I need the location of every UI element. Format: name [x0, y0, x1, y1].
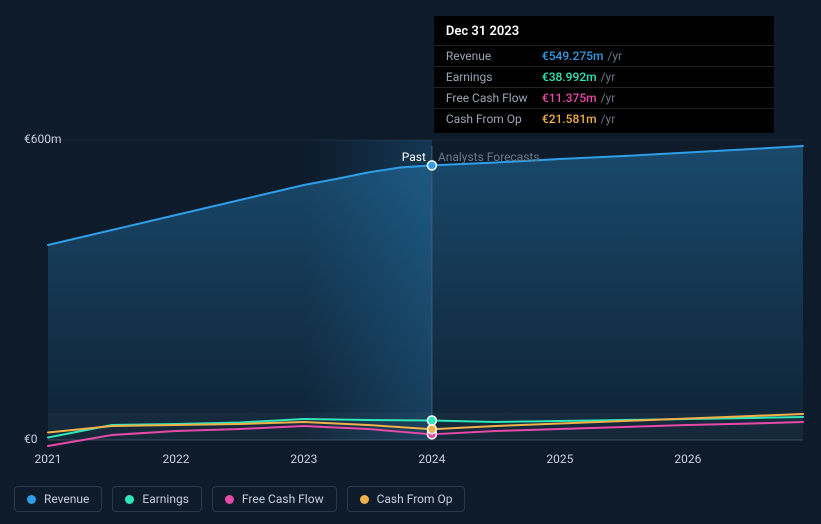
tooltip-row: Earnings€38.992m/yr [434, 66, 774, 87]
tooltip-label: Cash From Op [446, 112, 542, 126]
hover-tooltip: Dec 31 2023 Revenue€549.275m/yrEarnings€… [434, 16, 774, 133]
legend-item-free-cash-flow[interactable]: Free Cash Flow [212, 486, 337, 512]
legend-label: Cash From Op [377, 492, 453, 506]
legend-item-revenue[interactable]: Revenue [14, 486, 102, 512]
x-axis-label: 2023 [290, 452, 317, 466]
legend-dot-icon [125, 495, 134, 504]
tooltip-row: Cash From Op€21.581m/yr [434, 108, 774, 129]
tooltip-unit: /yr [601, 112, 616, 126]
x-axis-label: 2021 [35, 452, 62, 466]
tooltip-label: Free Cash Flow [446, 91, 542, 105]
legend-label: Earnings [142, 492, 189, 506]
tooltip-unit: /yr [601, 91, 616, 105]
legend-item-earnings[interactable]: Earnings [112, 486, 202, 512]
y-axis-label: €0 [24, 432, 38, 446]
future-label: Analysts Forecasts [438, 150, 540, 164]
tooltip-row: Revenue€549.275m/yr [434, 45, 774, 66]
legend-label: Free Cash Flow [242, 492, 324, 506]
financial-chart: Dec 31 2023 Revenue€549.275m/yrEarnings€… [0, 0, 821, 524]
tooltip-unit: /yr [601, 70, 616, 84]
tooltip-unit: /yr [607, 49, 622, 63]
tooltip-value: €549.275m [542, 49, 604, 63]
legend: Revenue Earnings Free Cash Flow Cash From O… [14, 486, 465, 512]
tooltip-row: Free Cash Flow€11.375m/yr [434, 87, 774, 108]
legend-dot-icon [27, 495, 36, 504]
past-label: Past [402, 150, 426, 164]
tooltip-label: Revenue [446, 49, 542, 63]
tooltip-value: €21.581m [542, 112, 597, 126]
tooltip-value: €11.375m [542, 91, 597, 105]
x-axis-label: 2026 [674, 452, 701, 466]
x-axis-label: 2025 [546, 452, 573, 466]
legend-label: Revenue [44, 492, 89, 506]
tooltip-value: €38.992m [542, 70, 597, 84]
legend-item-cash-from-op[interactable]: Cash From Op [347, 486, 466, 512]
y-axis-label: €600m [24, 132, 62, 146]
x-axis-label: 2022 [162, 452, 189, 466]
legend-dot-icon [360, 495, 369, 504]
tooltip-label: Earnings [446, 70, 542, 84]
legend-dot-icon [225, 495, 234, 504]
x-axis-label: 2024 [418, 452, 445, 466]
tooltip-date: Dec 31 2023 [434, 24, 774, 45]
